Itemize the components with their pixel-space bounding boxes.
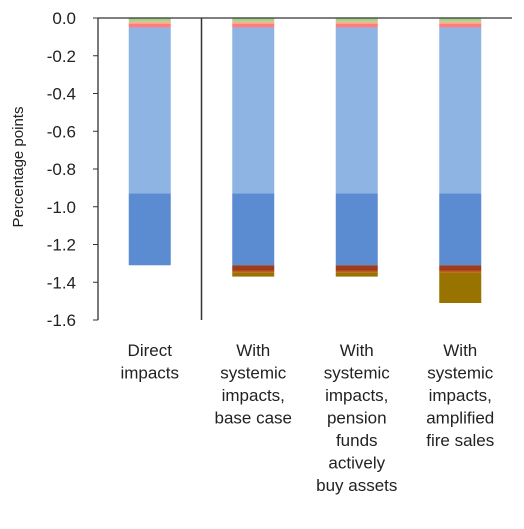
category-label-line: Direct <box>128 341 173 360</box>
category-label-line: With <box>340 341 374 360</box>
y-axis-title: Percentage points <box>10 107 27 228</box>
bar-segment-c3-s0 <box>439 18 482 22</box>
bar-segment-c1-s4 <box>232 193 275 266</box>
category-label-line: systemic <box>427 364 494 383</box>
bar-segment-c1-s5 <box>232 265 275 271</box>
category-label-line: pension <box>327 409 387 428</box>
bar-segment-c3-s3 <box>439 27 482 194</box>
category-labels-layer: Direct impacts With systemic impacts, base ca… <box>120 341 494 495</box>
bar-segment-c1-s3 <box>232 27 275 194</box>
y-tick-label: -0.6 <box>47 122 76 141</box>
category-label-line: impacts <box>120 364 179 383</box>
bar-segment-c2-s4 <box>335 193 378 266</box>
category-label-line: actively <box>328 454 385 473</box>
category-label-line: base case <box>215 409 293 428</box>
category-label-2: With systemic impacts, pension funds actively… <box>316 341 397 495</box>
category-label-0: Direct impacts <box>120 341 179 383</box>
bar-segment-c1-s2 <box>232 23 275 28</box>
bar-segment-c0-s4 <box>128 193 171 266</box>
category-label-line: buy assets <box>316 476 397 495</box>
bar-segment-c2-s5 <box>335 265 378 271</box>
bar-segment-c3-s6 <box>439 270 482 273</box>
bar-segment-c1-s1 <box>232 21 275 24</box>
bar-segment-c2-s7 <box>335 272 378 277</box>
bar-segment-c0-s1 <box>128 21 171 24</box>
category-label-line: funds <box>336 431 378 450</box>
category-label-line: amplified <box>426 409 494 428</box>
category-label-line: systemic <box>324 364 391 383</box>
category-label-line: With <box>236 341 270 360</box>
bar-segment-c0-s0 <box>128 18 171 22</box>
bar-segment-c2-s0 <box>335 18 378 22</box>
bar-segment-c1-s7 <box>232 272 275 277</box>
category-label-line: impacts, <box>325 386 388 405</box>
y-tick-label: -0.8 <box>47 160 76 179</box>
bar-segment-c3-s5 <box>439 265 482 271</box>
bar-segment-c0-s2 <box>128 23 171 28</box>
bar-segment-c3-s7 <box>439 272 482 304</box>
category-label-3: With systemic impacts, amplified fire sales <box>426 341 494 450</box>
bar-segment-c1-s0 <box>232 18 275 22</box>
bar-segment-c2-s1 <box>335 21 378 24</box>
category-label-line: impacts, <box>429 386 492 405</box>
category-label-line: impacts, <box>222 386 285 405</box>
y-tick-label: -1.4 <box>47 273 76 292</box>
bar-segment-c3-s1 <box>439 21 482 24</box>
bar-segment-c2-s2 <box>335 23 378 28</box>
category-label-line: fire sales <box>426 431 494 450</box>
bar-segment-c3-s2 <box>439 23 482 28</box>
category-label-line: With <box>443 341 477 360</box>
y-tick-label: 0.0 <box>52 9 76 28</box>
bars-layer <box>128 18 482 304</box>
bar-segment-c1-s6 <box>232 270 275 273</box>
bar-segment-c3-s4 <box>439 193 482 266</box>
category-label-line: systemic <box>220 364 287 383</box>
bar-segment-c2-s3 <box>335 27 378 194</box>
category-label-1: With systemic impacts, base case <box>215 341 293 428</box>
y-tick-label: -1.6 <box>47 311 76 330</box>
bar-segment-c0-s3 <box>128 27 171 194</box>
y-ticks-layer: 0.0 -0.2 -0.4 -0.6 -0.8 -1.0 -1.2 -1.4 -1.6 <box>47 9 98 330</box>
y-tick-label: -1.0 <box>47 198 76 217</box>
y-tick-label: -0.4 <box>47 85 76 104</box>
bar-segment-c2-s6 <box>335 270 378 273</box>
y-tick-label: -1.2 <box>47 236 76 255</box>
y-tick-label: -0.2 <box>47 47 76 66</box>
